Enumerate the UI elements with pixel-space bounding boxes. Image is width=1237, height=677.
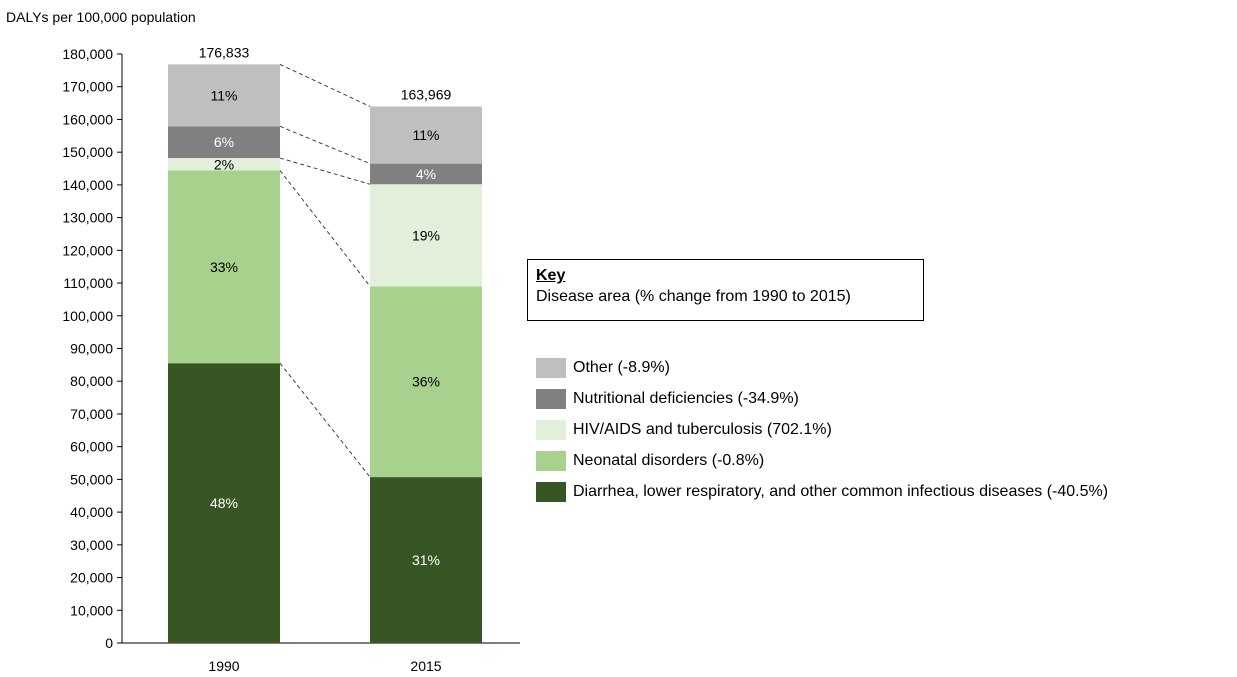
- y-tick-label: 120,000: [62, 242, 113, 258]
- bar-segment: [370, 106, 482, 164]
- data-label: 48%: [210, 495, 238, 511]
- bar-segment: [168, 126, 280, 159]
- bar-segment: [370, 184, 482, 287]
- data-label: 36%: [412, 374, 440, 390]
- legend-label: Other (-8.9%): [573, 358, 670, 376]
- legend-swatch: [536, 450, 566, 471]
- total-label: 163,969: [401, 86, 452, 102]
- legend-swatch: [536, 481, 566, 502]
- key-subtitle: Disease area (% change from 1990 to 2015…: [536, 288, 851, 305]
- y-tick-label: 60,000: [70, 439, 113, 455]
- connector-line: [279, 157, 371, 185]
- y-tick-label: 150,000: [62, 144, 113, 160]
- y-tick-label: 180,000: [62, 46, 113, 62]
- connector-line: [279, 63, 371, 107]
- legend-item: Nutritional deficiencies (-34.9%): [536, 383, 1108, 414]
- data-label: 6%: [214, 134, 234, 150]
- legend-label: Nutritional deficiencies (-34.9%): [573, 389, 799, 407]
- data-label: 19%: [412, 227, 440, 243]
- connector-line: [279, 125, 371, 165]
- bar-segment: [370, 163, 482, 185]
- key-title: Key: [536, 267, 566, 284]
- y-tick-label: 110,000: [63, 275, 113, 291]
- legend-swatch: [536, 419, 566, 440]
- connector-line: [279, 362, 371, 478]
- bar-segment: [168, 158, 280, 171]
- connector-lines: [279, 63, 371, 478]
- y-tick-label: 170,000: [62, 79, 113, 95]
- y-tick-label: 30,000: [70, 537, 113, 553]
- y-tick-label: 160,000: [62, 111, 113, 127]
- legend-swatch: [536, 357, 566, 378]
- y-tick-label: 20,000: [70, 570, 113, 586]
- y-tick-label: 140,000: [62, 177, 113, 193]
- connector-line: [279, 170, 371, 287]
- y-tick-label: 80,000: [70, 373, 113, 389]
- bar-segment: [168, 170, 280, 364]
- legend-item: Diarrhea, lower respiratory, and other c…: [536, 476, 1108, 507]
- data-label: 11%: [211, 87, 238, 103]
- y-tick-label: 0: [105, 635, 113, 651]
- bar-segment: [370, 286, 482, 478]
- y-tick-label: 10,000: [70, 602, 113, 618]
- bars: 48% 33% 2% 6% 11% 176,833 31% 36% 19% 4% 11% 163,96…: [168, 44, 482, 643]
- legend-item: HIV/AIDS and tuberculosis (702.1%): [536, 414, 1108, 445]
- y-tick-label: 40,000: [70, 504, 113, 520]
- y-tick-label: 70,000: [70, 406, 113, 422]
- legend-label: Neonatal disorders (-0.8%): [573, 451, 765, 469]
- y-tick-label: 130,000: [62, 210, 113, 226]
- bar-segment: [168, 363, 280, 643]
- legend-label: HIV/AIDS and tuberculosis (702.1%): [573, 420, 832, 438]
- legend-swatch: [536, 388, 566, 409]
- total-label: 176,833: [199, 44, 250, 60]
- legend-item: Other (-8.9%): [536, 352, 1108, 383]
- axes: 0 10,000 20,000 30,000 40,000 50,000 60,000 70,…: [62, 46, 520, 674]
- bar-segment: [168, 64, 280, 127]
- x-tick-label: 1990: [208, 658, 239, 674]
- y-tick-label: 90,000: [70, 341, 113, 357]
- x-tick-label: 2015: [410, 658, 441, 674]
- data-label: 31%: [412, 552, 440, 568]
- data-label: 2%: [214, 156, 234, 172]
- y-axis-title: DALYs per 100,000 population: [6, 9, 196, 25]
- y-tick-label: 50,000: [70, 471, 113, 487]
- data-label: 33%: [210, 259, 238, 275]
- y-tick-label: 100,000: [62, 308, 113, 324]
- legend-item: Neonatal disorders (-0.8%): [536, 445, 1108, 476]
- data-label: 4%: [416, 166, 436, 182]
- legend-label: Diarrhea, lower respiratory, and other c…: [573, 482, 1109, 500]
- legend: Other (-8.9%) Nutritional deficiencies (-…: [536, 352, 1108, 507]
- bar-segment: [370, 477, 482, 643]
- key-box: Key Disease area (% change from 1990 to …: [527, 259, 924, 321]
- data-label: 11%: [413, 127, 440, 143]
